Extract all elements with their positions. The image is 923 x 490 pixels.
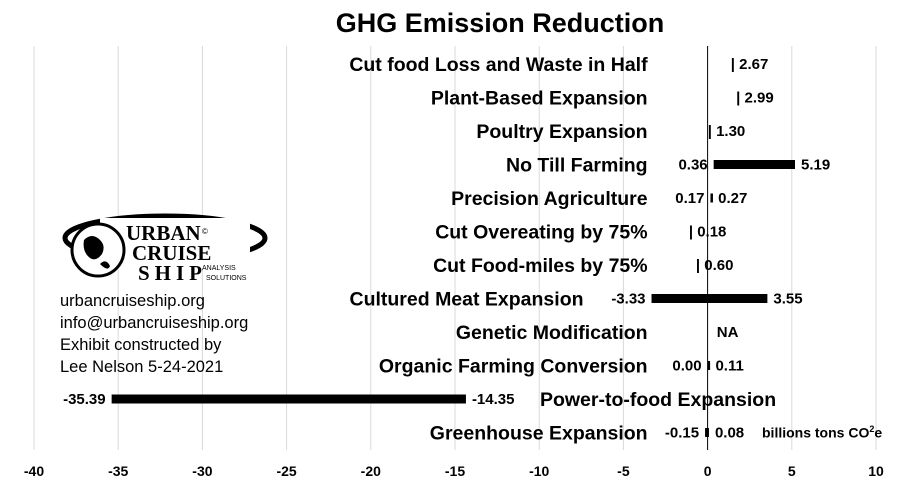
bar-high-label: 3.55 bbox=[773, 291, 802, 308]
bar-high-label: 0.08 bbox=[715, 425, 744, 442]
bar-high-label: 0.11 bbox=[715, 358, 743, 375]
category-label: Cut Food-miles by 75% bbox=[433, 255, 648, 277]
bar-11 bbox=[705, 428, 709, 437]
bar-3 bbox=[713, 160, 795, 169]
x-tick-label: -40 bbox=[24, 463, 44, 479]
logo-sub1: ANALYSIS bbox=[202, 265, 236, 272]
urban-cruise-ship-logo: URBAN CRUISE SHIP ANALYSIS SOLUTIONS © bbox=[62, 213, 268, 285]
bar-low-label: -3.33 bbox=[611, 291, 645, 308]
bar-low-label: -0.15 bbox=[665, 425, 699, 442]
bar-high-label: -14.35 bbox=[472, 391, 515, 408]
bar-9 bbox=[707, 361, 711, 370]
category-label: Organic Farming Conversion bbox=[379, 356, 648, 378]
x-tick-label: -30 bbox=[192, 463, 212, 479]
x-tick-label: 0 bbox=[704, 463, 712, 479]
category-label: Precision Agriculture bbox=[451, 188, 648, 210]
bar-low-label: 0.17 bbox=[675, 190, 704, 207]
x-tick-label: -25 bbox=[276, 463, 296, 479]
x-tick-label: -15 bbox=[445, 463, 465, 479]
category-label: Poultry Expansion bbox=[476, 121, 647, 143]
logo-line1: URBAN bbox=[126, 221, 201, 245]
email-text: info@urbancruiseship.org bbox=[60, 314, 249, 332]
x-tick-label: -10 bbox=[529, 463, 549, 479]
category-label: Cultured Meat Expansion bbox=[349, 289, 583, 311]
website-text: urbancruiseship.org bbox=[60, 292, 205, 310]
bar-high-label: NA bbox=[717, 324, 739, 341]
bar-high-label: | 0.18 bbox=[689, 224, 727, 241]
category-label: Power-to-food Expansion bbox=[540, 389, 776, 411]
x-axis-ticks: -40 -35 -30 -25 -20 -15 -10 -5 0 5 10 bbox=[24, 463, 884, 479]
logo-line2: CRUISE bbox=[132, 241, 211, 265]
credit-line-2: Lee Nelson 5-24-2021 bbox=[60, 358, 224, 376]
bar-high-label: | 0.60 bbox=[696, 257, 734, 274]
bar-7 bbox=[651, 294, 768, 303]
x-tick-label: 5 bbox=[788, 463, 796, 479]
bar-4 bbox=[710, 193, 713, 203]
x-tick-label: -20 bbox=[361, 463, 381, 479]
category-label: Genetic Modification bbox=[456, 322, 648, 344]
labels: Cut food Loss and Waste in Half | 2.67 Pla… bbox=[63, 54, 830, 445]
category-label: Cut food Loss and Waste in Half bbox=[349, 54, 648, 76]
bar-low-label: 0.00 bbox=[672, 358, 701, 375]
logo-sub2: SOLUTIONS bbox=[206, 275, 247, 282]
bar-10 bbox=[111, 394, 466, 404]
bar-high-label: | 2.99 bbox=[736, 90, 774, 107]
category-label: Greenhouse Expansion bbox=[430, 423, 648, 445]
bar-low-label: 0.36 bbox=[678, 157, 707, 174]
chart-title: GHG Emission Reduction bbox=[335, 8, 665, 38]
bar-high-label: 5.19 bbox=[801, 157, 830, 174]
bar-high-label: | 1.30 bbox=[708, 123, 746, 140]
logo-line3: SHIP bbox=[138, 261, 207, 285]
unit-label: billions tons CO2e bbox=[762, 424, 883, 441]
bar-high-label: | 2.67 bbox=[731, 56, 769, 73]
x-tick-label: 10 bbox=[868, 463, 884, 479]
bar-low-label: -35.39 bbox=[63, 391, 106, 408]
bar-high-label: 0.27 bbox=[718, 190, 747, 207]
category-label: Plant-Based Expansion bbox=[431, 88, 648, 110]
x-tick-label: -5 bbox=[617, 463, 630, 479]
bars bbox=[111, 160, 795, 437]
logo-mark: © bbox=[202, 227, 208, 236]
contact-block: urbancruiseship.org info@urbancruiseship… bbox=[60, 290, 248, 378]
category-label: Cut Overeating by 75% bbox=[435, 222, 647, 244]
x-tick-label: -35 bbox=[108, 463, 128, 479]
category-label: No Till Farming bbox=[506, 155, 648, 177]
credit-line-1: Exhibit constructed by bbox=[60, 336, 222, 354]
